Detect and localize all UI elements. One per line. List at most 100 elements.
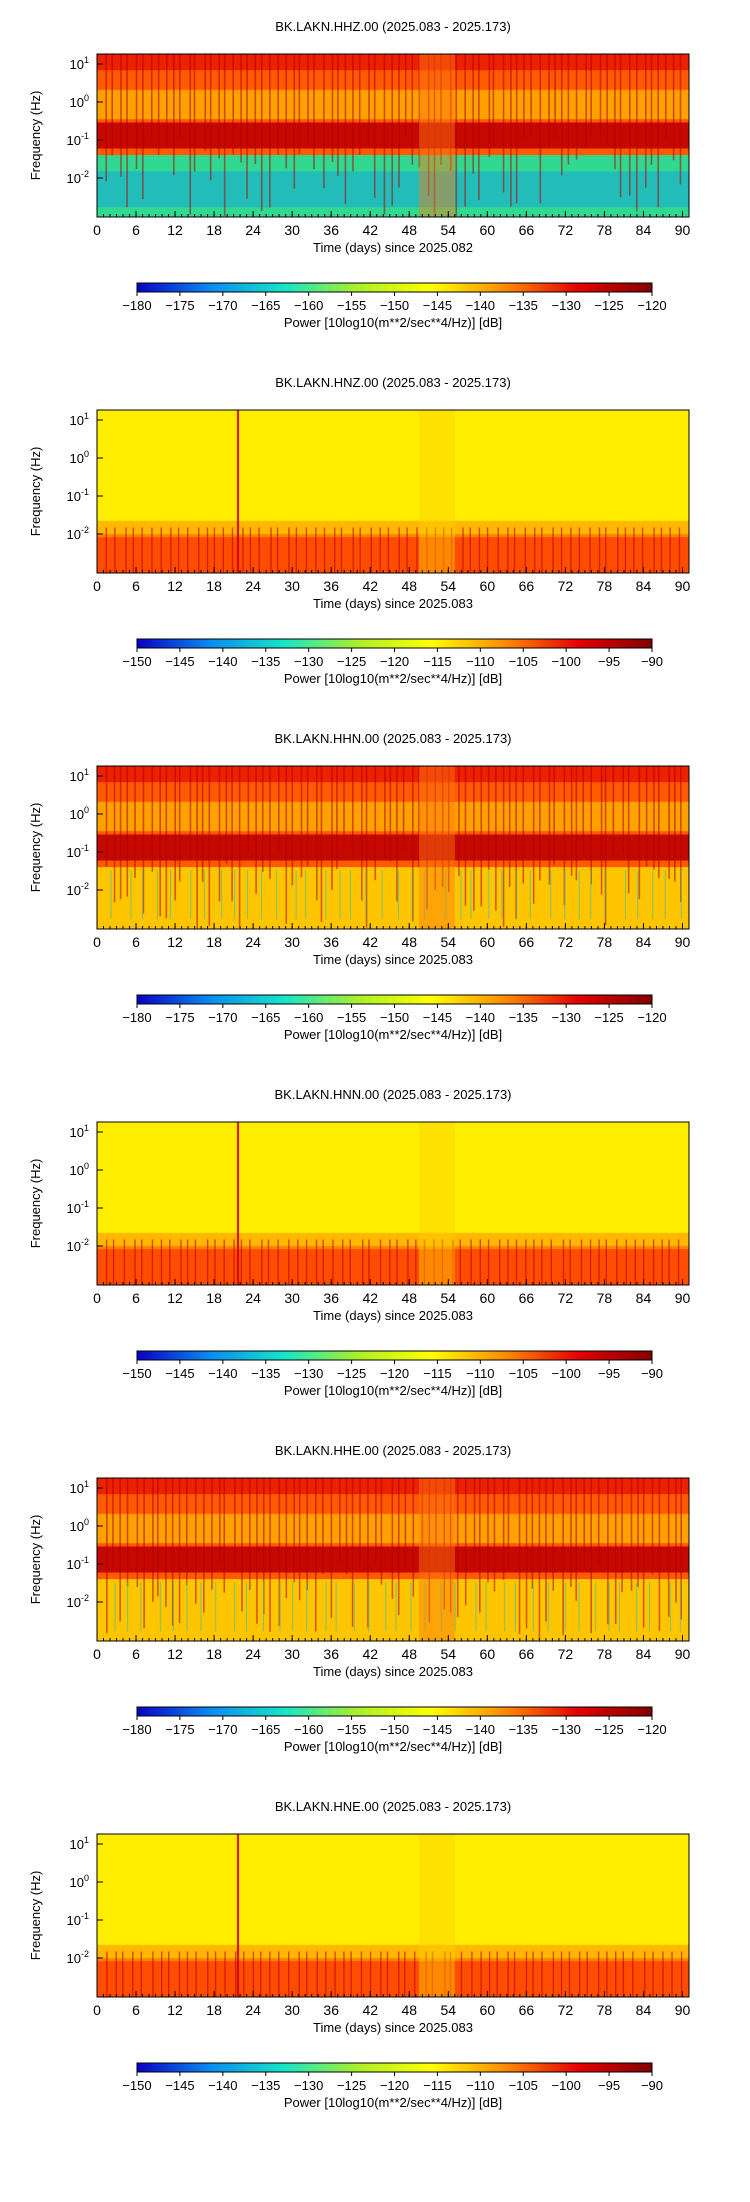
- heatmap-stripe: [433, 54, 436, 214]
- heatmap-stripe: [360, 1951, 363, 1997]
- heatmap-green-streak: [501, 870, 503, 920]
- colorbar-tick-label: −115: [423, 1366, 451, 1381]
- heatmap-green-streak: [365, 870, 367, 920]
- x-tick-label: 42: [362, 1646, 378, 1662]
- colorbar-tick-label: −105: [509, 2078, 538, 2093]
- heatmap-low-band-edge: [97, 520, 689, 538]
- x-tick-label: 78: [597, 934, 613, 950]
- heatmap-green-streak: [234, 870, 236, 920]
- heatmap-stripe: [675, 1478, 677, 1603]
- heatmap-stripe: [195, 1478, 197, 1604]
- heatmap-stripe: [661, 1239, 663, 1285]
- heatmap-stripe: [449, 1951, 452, 1997]
- heatmap-stripe: [189, 54, 192, 215]
- heatmap-green-streak: [669, 1582, 671, 1632]
- heatmap-stripe: [469, 527, 471, 573]
- heatmap-stripe: [398, 527, 400, 573]
- heatmap-stripe: [112, 1478, 114, 1568]
- x-tick-label: 90: [675, 1646, 691, 1662]
- heatmap-stripe: [151, 1239, 154, 1285]
- heatmap-stripe: [125, 527, 127, 573]
- heatmap-stripe: [597, 1951, 600, 1997]
- heatmap-stripe: [126, 1478, 129, 1587]
- heatmap-stripe: [207, 1951, 209, 1997]
- heatmap-green-streak: [578, 1582, 580, 1632]
- x-tick-label: 84: [636, 934, 652, 950]
- heatmap-stripe: [541, 527, 543, 573]
- heatmap-stripe: [330, 1478, 333, 1619]
- heatmap-stripe: [165, 1478, 167, 1608]
- heatmap-stripe: [201, 766, 204, 882]
- heatmap-event-spike: [236, 1834, 240, 1997]
- heatmap-green-streak: [173, 1582, 175, 1632]
- colorbar-tick-label: −165: [251, 1010, 280, 1025]
- heatmap-stripe: [126, 766, 129, 897]
- heatmap-stripe: [305, 1239, 308, 1285]
- heatmap-green-streak: [445, 870, 447, 920]
- heatmap-stripe: [105, 766, 108, 867]
- heatmap-stripe: [582, 766, 585, 857]
- heatmap-stripe: [249, 527, 252, 573]
- heatmap-stripe: [231, 527, 234, 573]
- x-tick-label: 0: [93, 2002, 101, 2018]
- heatmap-stripe: [507, 1478, 510, 1568]
- panel-5: BK.LAKN.HHE.00 (2025.083 - 2025.173) 0 6 12…: [28, 1443, 690, 1754]
- heatmap-green-streak: [604, 870, 606, 920]
- heatmap-stripe: [616, 1239, 618, 1285]
- heatmap-hf-band: [97, 766, 689, 783]
- heatmap-stripe: [660, 527, 663, 573]
- heatmap-green-streak: [636, 1582, 638, 1632]
- heatmap-stripe: [633, 527, 635, 573]
- y-tick-label: 10-2: [67, 1593, 89, 1610]
- heatmap-green-streak: [440, 1582, 442, 1632]
- colorbar-tick-label: −160: [294, 298, 323, 313]
- heatmap-stripe: [680, 766, 682, 902]
- x-tick-label: 54: [441, 1290, 457, 1306]
- x-tick-label: 30: [284, 934, 300, 950]
- x-tick-label: 42: [362, 578, 378, 594]
- x-axis-label: Time (days) since 2025.083: [313, 952, 473, 967]
- heatmap-stripe: [262, 1478, 265, 1615]
- heatmap-stripe: [525, 1239, 527, 1285]
- x-tick-label: 24: [245, 578, 261, 594]
- heatmap-stripe: [222, 527, 225, 573]
- x-tick-label: 36: [323, 1290, 339, 1306]
- heatmap-stripe: [336, 766, 338, 870]
- heatmap-stripe: [143, 1478, 145, 1629]
- heatmap-stripe: [492, 54, 495, 149]
- heatmap-green-streak: [564, 870, 566, 920]
- heatmap-green-streak: [200, 1582, 202, 1632]
- colorbar-tick-label: −170: [208, 1722, 237, 1737]
- heatmap-stripe: [151, 527, 153, 573]
- heatmap-stripe: [507, 1951, 509, 1997]
- heatmap-stripe: [368, 1239, 370, 1285]
- heatmap-stripe: [539, 54, 542, 204]
- heatmap-stripe: [325, 1951, 327, 1997]
- colorbar-tick-label: −115: [423, 2078, 451, 2093]
- heatmap-stripe: [380, 1478, 383, 1585]
- colorbar-tick-label: −150: [122, 1366, 151, 1381]
- heatmap-stripe: [276, 527, 279, 573]
- heatmap-stripe: [606, 1951, 608, 1997]
- x-tick-label: 30: [284, 1646, 300, 1662]
- heatmap-stripe: [316, 1951, 318, 1997]
- heatmap-stripe: [480, 1951, 482, 1997]
- heatmap-stripe: [134, 1239, 136, 1285]
- y-tick-label: 10-2: [67, 1237, 89, 1254]
- heatmap-stripe: [334, 527, 336, 573]
- heatmap-stripe: [218, 1478, 221, 1563]
- heatmap-stripe: [434, 527, 437, 573]
- heatmap-stripe: [140, 1951, 143, 1997]
- heatmap-stripe: [406, 527, 408, 573]
- heatmap-stripe: [488, 54, 491, 158]
- heatmap-stripe: [369, 1951, 372, 1997]
- heatmap-stripe: [421, 1478, 424, 1568]
- colorbar-tick-label: −130: [552, 1722, 581, 1737]
- heatmap-stripe: [223, 1478, 226, 1593]
- heatmap-stripe: [575, 766, 578, 881]
- heatmap-stripe: [365, 766, 368, 928]
- heatmap-stripe: [174, 766, 176, 901]
- heatmap-stripe: [206, 527, 209, 573]
- heatmap-stripe: [298, 1951, 300, 1997]
